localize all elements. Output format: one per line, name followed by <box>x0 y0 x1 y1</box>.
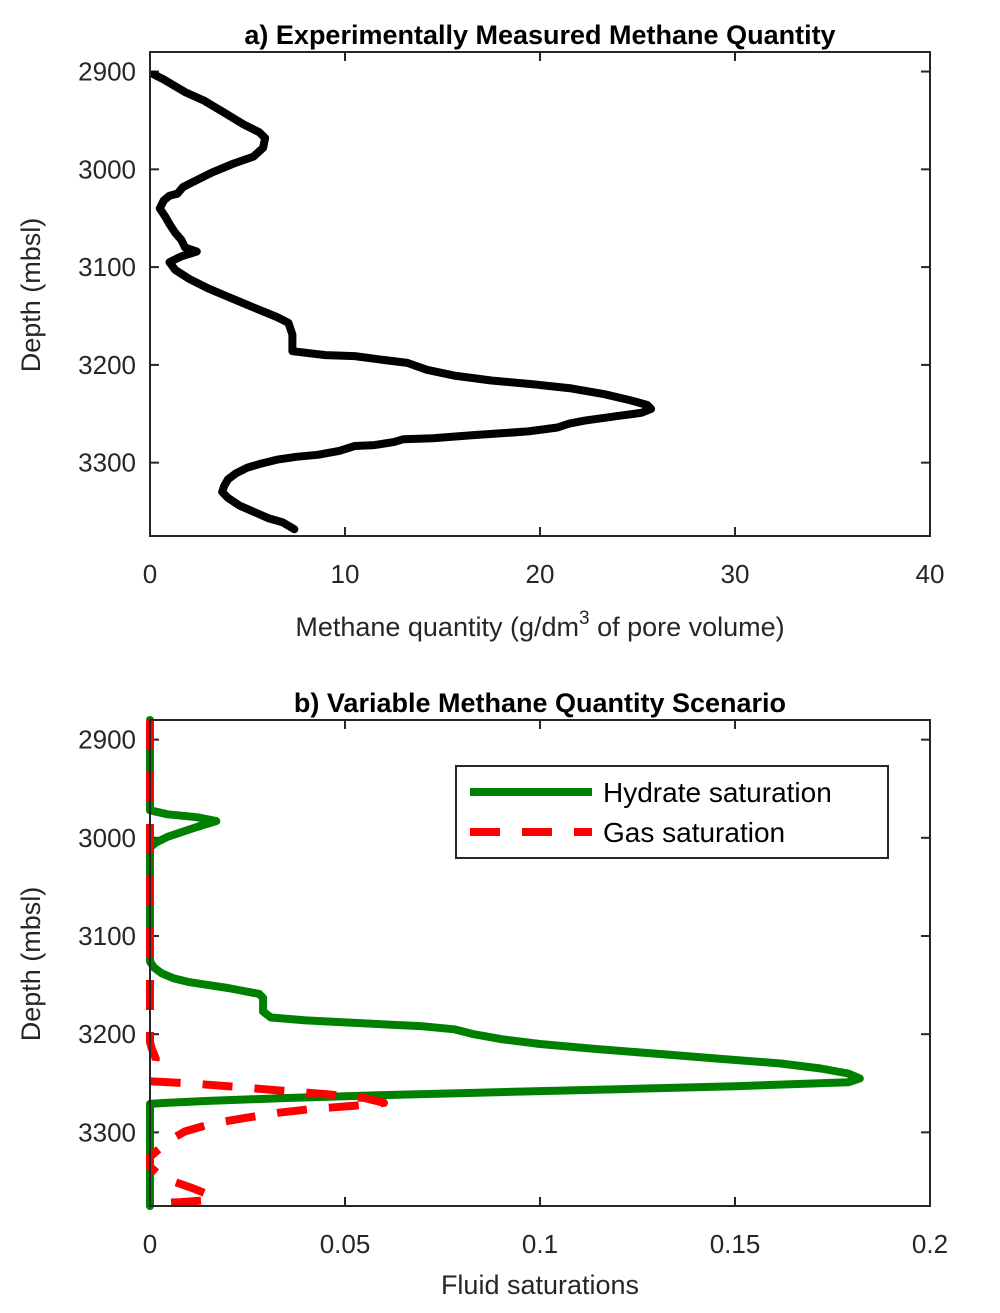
series-line-gas-saturation <box>146 720 388 1208</box>
y-tick-label: 2900 <box>78 57 136 87</box>
panel-a-x-label-superscript: 3 <box>579 608 590 629</box>
series-line-methane-quantity <box>149 70 656 534</box>
panel-b-y-axis-label: Depth (mbsl) <box>16 887 46 1042</box>
y-tick-label: 3100 <box>78 921 136 951</box>
x-tick-label: 20 <box>526 559 555 589</box>
x-tick-label: 0.2 <box>912 1229 948 1259</box>
x-tick-label: 0 <box>143 1229 157 1259</box>
panel-a-x-axis-label: Methane quantity (g/dm3 of pore volume) <box>295 608 784 642</box>
y-tick-label: 3200 <box>78 350 136 380</box>
panel-a-series <box>149 70 656 534</box>
legend-box <box>455 765 889 859</box>
panel-a-tick-labels: 0 10 20 30 40 2900 3000 3100 3200 3300 <box>78 57 944 589</box>
panel-b-x-axis-label: Fluid saturations <box>441 1270 639 1300</box>
panel-a-axes-box <box>149 51 931 537</box>
x-tick-label: 0.1 <box>522 1229 558 1259</box>
panel-a-title: a) Experimentally Measured Methane Quant… <box>244 20 835 50</box>
x-tick-label: 0 <box>143 559 157 589</box>
panel-a-x-label-main: Methane quantity (g/dm <box>295 612 579 642</box>
x-tick-label: 0.15 <box>710 1229 761 1259</box>
x-tick-label: 30 <box>721 559 750 589</box>
legend-gas-label: Gas saturation <box>603 817 785 848</box>
x-tick-label: 10 <box>331 559 360 589</box>
x-tick-label: 0.05 <box>320 1229 371 1259</box>
panel-b-title: b) Variable Methane Quantity Scenario <box>294 688 786 718</box>
panel-a-x-label-tail: of pore volume) <box>590 612 785 642</box>
y-tick-label: 3200 <box>78 1019 136 1049</box>
y-tick-label: 3300 <box>78 1117 136 1147</box>
panel-b-legend: Hydrate saturation Gas saturation <box>455 765 889 859</box>
legend-hydrate-label: Hydrate saturation <box>603 777 832 808</box>
x-tick-label: 40 <box>916 559 945 589</box>
panel-a-y-axis-label: Depth (mbsl) <box>16 218 46 373</box>
panel-b-series <box>146 716 864 1210</box>
panel-b-tick-labels: 0 0.05 0.1 0.15 0.2 2900 3000 3100 3200 3300 <box>78 725 948 1259</box>
y-tick-label: 3300 <box>78 448 136 478</box>
y-tick-label: 3100 <box>78 252 136 282</box>
panel-b-axes-box <box>149 719 931 1207</box>
y-tick-label: 2900 <box>78 725 136 755</box>
y-tick-label: 3000 <box>78 154 136 184</box>
panel-a: a) Experimentally Measured Methane Quant… <box>16 20 944 642</box>
y-tick-label: 3000 <box>78 823 136 853</box>
